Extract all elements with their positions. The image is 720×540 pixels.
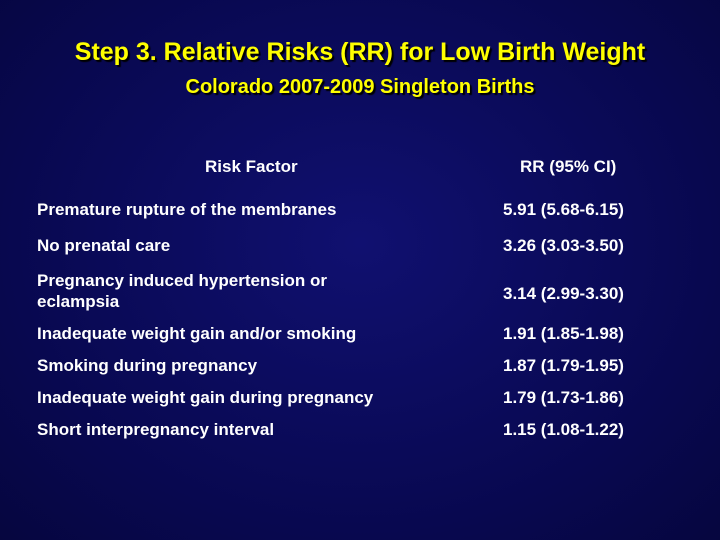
rr-cell: 3.26 (3.03-3.50) [503, 236, 624, 255]
rr-cell: 1.91 (1.85-1.98) [503, 324, 624, 343]
risk-factor-cell: Smoking during pregnancy [37, 356, 258, 375]
risk-factor-cell: Pregnancy induced hypertension or eclamp… [37, 271, 328, 311]
rr-cell: 3.14 (2.99-3.30) [503, 284, 624, 303]
risk-factor-cell: No prenatal care [37, 236, 171, 255]
column-header-risk-factor: Risk Factor [205, 157, 298, 176]
column-header-rr: RR (95% CI) [520, 157, 617, 176]
rr-cell: 1.87 (1.79-1.95) [503, 356, 624, 375]
risk-factor-cell: Inadequate weight gain and/or smoking [37, 324, 357, 343]
rr-cell: 5.91 (5.68-6.15) [503, 200, 624, 219]
risk-factor-cell: Short interpregnancy interval [37, 420, 275, 439]
slide-subtitle: Colorado 2007-2009 Singleton Births [185, 76, 535, 98]
risk-factor-cell: Premature rupture of the membranes [37, 200, 337, 219]
slide-title: Step 3. Relative Risks (RR) for Low Birt… [74, 38, 646, 66]
rr-cell: 1.79 (1.73-1.86) [503, 388, 624, 407]
rr-cell: 1.15 (1.08-1.22) [503, 420, 624, 439]
risk-factor-cell: Inadequate weight gain during pregnancy [37, 388, 374, 407]
